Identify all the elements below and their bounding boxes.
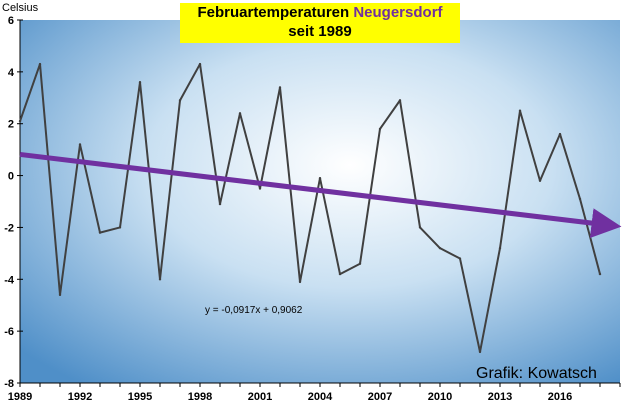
y-tick-label: 2 — [8, 119, 14, 131]
data-point — [338, 272, 342, 276]
credit-text: Grafik: Kowatsch — [476, 365, 597, 382]
axes: -8 -6 -4 -2 0 2 4 6 1989 1992 1995 1998 2001 2004 2007… — [4, 15, 621, 403]
data-point — [58, 293, 62, 297]
data-point — [498, 246, 502, 250]
data-point — [418, 226, 422, 229]
x-tick-label: 2004 — [308, 391, 333, 403]
title-location: Neugersdorf — [353, 4, 443, 21]
y-tick-label: -6 — [4, 326, 14, 338]
chart-title: Februartemperaturen Neugersdorf seit 198… — [180, 3, 460, 43]
plot-area — [20, 20, 620, 383]
data-point — [278, 86, 282, 89]
data-point — [198, 62, 202, 66]
y-tick-label: -2 — [4, 222, 14, 234]
data-point — [538, 179, 542, 182]
data-point — [38, 62, 42, 66]
data-point — [238, 112, 242, 115]
series-line — [19, 63, 601, 353]
y-axis-label: Celsius — [2, 2, 39, 14]
data-point — [98, 231, 102, 234]
data-point — [398, 99, 402, 102]
x-tick-label: 1992 — [68, 391, 92, 403]
data-point — [118, 226, 122, 229]
x-tick-label: 2016 — [548, 391, 572, 403]
data-point — [178, 99, 182, 102]
data-point — [458, 257, 462, 260]
x-tick-label: 1989 — [8, 391, 32, 403]
data-point — [218, 202, 222, 206]
data-point — [138, 81, 142, 84]
x-tick-label: 2007 — [368, 391, 392, 403]
title-text: Februartemperaturen — [197, 4, 354, 21]
trend-equation: y = -0,0917x + 0,9062 — [205, 305, 303, 316]
data-point — [258, 187, 262, 190]
x-tick-label: 2010 — [428, 391, 452, 403]
y-tick-label: -4 — [4, 274, 15, 286]
y-tick-label: 6 — [8, 15, 14, 27]
data-point — [478, 350, 482, 354]
y-tick-label: 0 — [8, 171, 14, 183]
data-point — [378, 127, 382, 131]
data-point — [578, 197, 582, 201]
trend-arrow — [19, 151, 622, 238]
trend — [19, 151, 622, 238]
x-tick-label: 1998 — [188, 391, 212, 403]
data-point — [598, 272, 602, 276]
data-point — [558, 132, 562, 136]
data-point — [358, 262, 362, 265]
data-point — [78, 143, 82, 146]
y-tick-label: -8 — [4, 378, 14, 390]
data-point — [298, 280, 302, 284]
data-point — [518, 109, 522, 112]
data-point — [438, 246, 442, 250]
x-tick-label: 2013 — [488, 391, 512, 403]
series — [18, 62, 602, 354]
data-point — [158, 278, 162, 281]
x-tick-label: 1995 — [128, 391, 152, 403]
x-tick-label: 2001 — [248, 391, 272, 403]
data-point — [18, 119, 22, 123]
y-tick-label: 4 — [8, 67, 15, 79]
data-point — [318, 176, 322, 180]
chart-subtitle: seit 1989 — [288, 23, 352, 40]
